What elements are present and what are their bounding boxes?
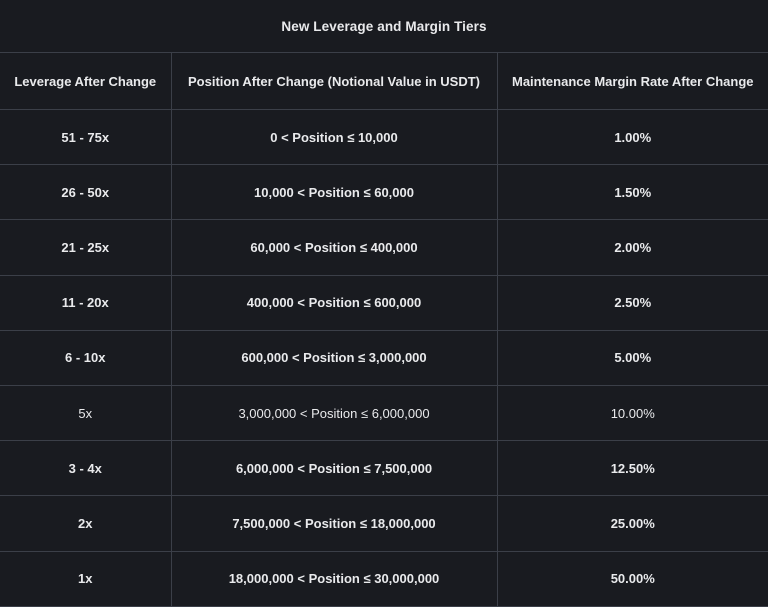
column-header-leverage: Leverage After Change (0, 52, 171, 110)
position-cell: 400,000 < Position ≤ 600,000 (170, 275, 497, 331)
leverage-cell: 6 - 10x (0, 330, 171, 386)
margin-rate-cell: 12.50% (496, 440, 768, 497)
leverage-cell: 51 - 75x (0, 109, 171, 166)
table-row: 6 - 10x 600,000 < Position ≤ 3,000,000 5… (0, 330, 768, 386)
leverage-cell: 2x (0, 495, 171, 552)
position-cell: 600,000 < Position ≤ 3,000,000 (170, 330, 497, 386)
column-header-position: Position After Change (Notional Value in… (170, 52, 497, 110)
table-row: 11 - 20x 400,000 < Position ≤ 600,000 2.… (0, 275, 768, 331)
position-cell: 18,000,000 < Position ≤ 30,000,000 (170, 551, 497, 607)
table-header-row: Leverage After Change Position After Cha… (0, 52, 768, 110)
leverage-cell: 1x (0, 551, 171, 607)
margin-rate-cell: 5.00% (496, 330, 768, 386)
margin-rate-cell: 25.00% (496, 495, 768, 552)
position-cell: 7,500,000 < Position ≤ 18,000,000 (170, 495, 497, 552)
table-row: 3 - 4x 6,000,000 < Position ≤ 7,500,000 … (0, 440, 768, 497)
page-title: New Leverage and Margin Tiers (281, 18, 487, 34)
title-band: New Leverage and Margin Tiers (0, 0, 768, 52)
column-header-margin-rate: Maintenance Margin Rate After Change (496, 52, 768, 110)
leverage-cell: 11 - 20x (0, 275, 171, 331)
margin-rate-cell: 2.00% (496, 219, 768, 276)
leverage-cell: 3 - 4x (0, 440, 171, 497)
leverage-cell: 26 - 50x (0, 164, 171, 221)
position-cell: 0 < Position ≤ 10,000 (170, 109, 497, 166)
table-row: 26 - 50x 10,000 < Position ≤ 60,000 1.50… (0, 164, 768, 221)
leverage-cell: 21 - 25x (0, 219, 171, 276)
table-row: 21 - 25x 60,000 < Position ≤ 400,000 2.0… (0, 219, 768, 276)
table-row: 51 - 75x 0 < Position ≤ 10,000 1.00% (0, 109, 768, 166)
position-cell: 60,000 < Position ≤ 400,000 (170, 219, 497, 276)
leverage-cell: 5x (0, 385, 171, 442)
position-cell: 6,000,000 < Position ≤ 7,500,000 (170, 440, 497, 497)
margin-rate-cell: 50.00% (496, 551, 768, 607)
table-row: 1x 18,000,000 < Position ≤ 30,000,000 50… (0, 551, 768, 607)
table-row: 2x 7,500,000 < Position ≤ 18,000,000 25.… (0, 495, 768, 552)
margin-rate-cell: 1.00% (496, 109, 768, 166)
table-row: 5x 3,000,000 < Position ≤ 6,000,000 10.0… (0, 385, 768, 442)
leverage-margin-table: Leverage After Change Position After Cha… (0, 52, 768, 607)
margin-rate-cell: 1.50% (496, 164, 768, 221)
margin-rate-cell: 2.50% (496, 275, 768, 331)
position-cell: 3,000,000 < Position ≤ 6,000,000 (170, 385, 497, 442)
margin-rate-cell: 10.00% (496, 385, 768, 442)
position-cell: 10,000 < Position ≤ 60,000 (170, 164, 497, 221)
